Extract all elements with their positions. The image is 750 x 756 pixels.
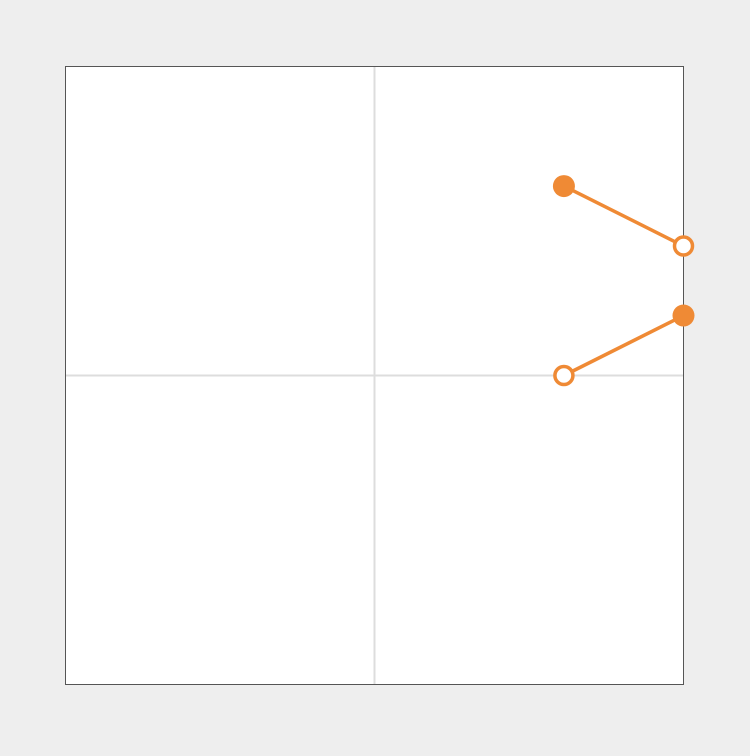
plot-frame (65, 66, 684, 685)
filled-point (672, 304, 695, 327)
series-group (552, 175, 695, 387)
open-point (553, 364, 575, 387)
filled-point (552, 175, 575, 198)
series-2 (553, 304, 695, 387)
open-point (672, 235, 695, 257)
series-line (563, 313, 685, 378)
grid-lines (65, 66, 684, 685)
series-1 (552, 175, 695, 257)
series-line (563, 184, 685, 248)
